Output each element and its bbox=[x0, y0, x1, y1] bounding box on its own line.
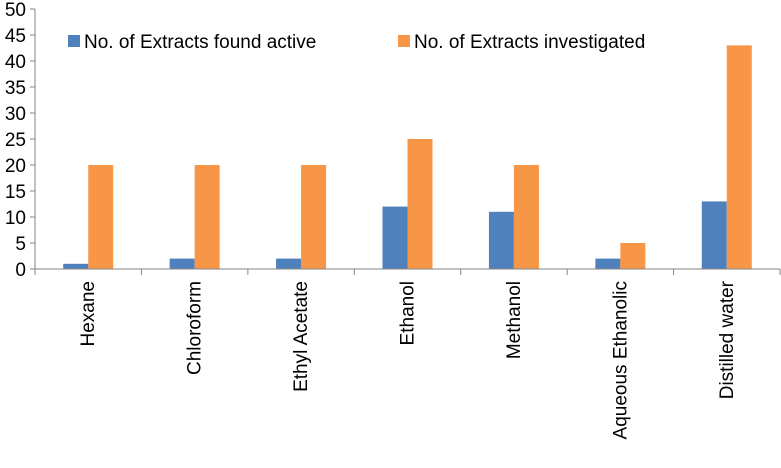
y-tick-label: 45 bbox=[5, 26, 26, 47]
legend-swatch bbox=[68, 35, 80, 47]
bar-active-ethyl-acetate bbox=[276, 258, 302, 269]
bar-investigated-ethyl-acetate bbox=[301, 165, 327, 269]
bar-investigated-ethanol bbox=[407, 139, 433, 269]
x-axis: Hexane Chloroform Ethyl Acetate Ethanol Meth… bbox=[34, 268, 781, 439]
legend-label: No. of Extracts found active bbox=[84, 32, 316, 53]
x-category-label: Ethanol bbox=[398, 281, 419, 345]
bar-active-aqueous-ethanolic bbox=[595, 258, 621, 269]
bar-active-ethanol bbox=[382, 206, 408, 269]
y-tick-label: 25 bbox=[5, 130, 26, 151]
y-tick-label: 5 bbox=[15, 234, 26, 255]
x-category-label: Chloroform bbox=[185, 281, 206, 375]
bar-active-chloroform bbox=[169, 258, 195, 269]
bar-investigated-methanol bbox=[513, 165, 539, 269]
y-tick-label: 20 bbox=[5, 156, 26, 177]
y-tick-label: 35 bbox=[5, 78, 26, 99]
y-tick-label: 30 bbox=[5, 104, 26, 125]
x-category-label: Hexane bbox=[78, 281, 99, 347]
y-tick-label: 15 bbox=[5, 182, 26, 203]
legend-label: No. of Extracts investigated bbox=[414, 32, 645, 53]
legend: No. of Extracts found active No. of Extra… bbox=[68, 32, 645, 53]
bar-investigated-chloroform bbox=[194, 165, 220, 269]
bar-investigated-hexane bbox=[88, 165, 114, 269]
bar-investigated-distilled-water bbox=[726, 45, 752, 270]
legend-swatch bbox=[398, 35, 410, 47]
x-category-label: Ethyl Acetate bbox=[291, 281, 312, 392]
x-category-label: Methanol bbox=[504, 281, 525, 359]
x-category-label: Aqueous Ethanolic bbox=[610, 281, 631, 439]
y-tick-label: 10 bbox=[5, 208, 26, 229]
bar-active-hexane bbox=[63, 263, 89, 269]
y-tick-label: 0 bbox=[15, 260, 26, 281]
y-tick-label: 50 bbox=[5, 0, 26, 21]
bar-active-distilled-water bbox=[701, 201, 727, 269]
bar-investigated-aqueous-ethanolic bbox=[620, 243, 646, 269]
y-axis: 0 5 10 15 20 25 30 35 40 45 50 bbox=[5, 0, 36, 281]
y-tick-label: 40 bbox=[5, 52, 26, 73]
bar-active-methanol bbox=[488, 211, 514, 269]
bars bbox=[63, 45, 752, 270]
x-category-label: Distilled water bbox=[717, 280, 738, 399]
